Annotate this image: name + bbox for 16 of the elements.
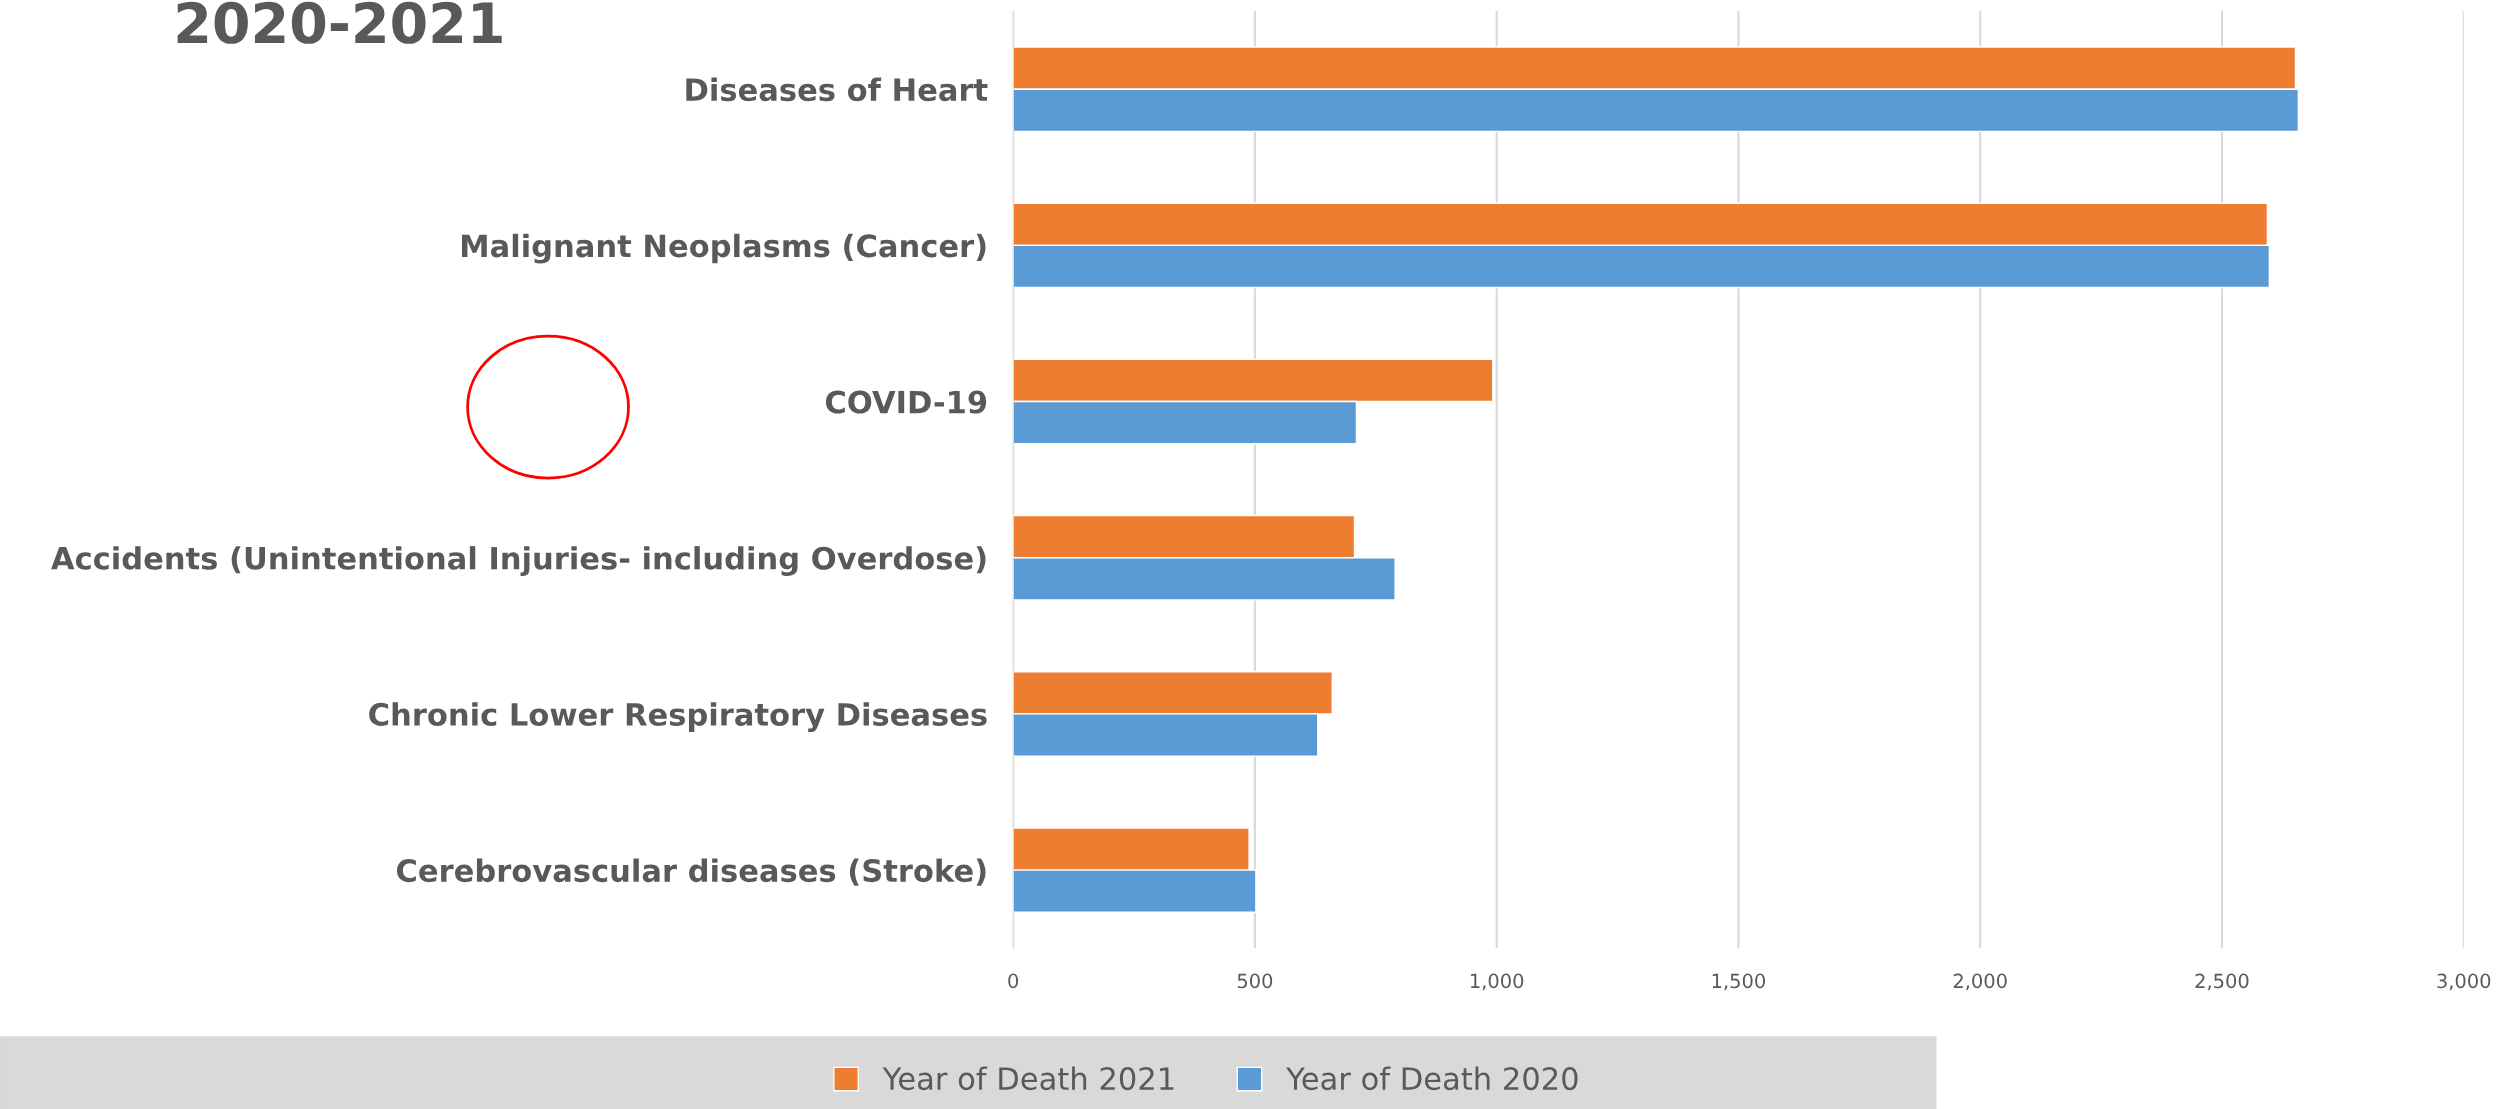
y-tick-label: Malignant Neoplasms (Cancer): [462, 233, 986, 264]
legend-label: Year of Death 2021: [882, 1066, 1174, 1091]
x-tick-label: 1,000: [1470, 973, 1524, 991]
y-tick-label: COVID-19: [825, 390, 987, 414]
y-tick-label: Accidents (Unintentional Injuries- including Overdose): [51, 546, 986, 576]
y-tick-label: Diseases of Heart: [686, 77, 988, 102]
x-tick-label: 2,000: [1953, 973, 2007, 991]
legend-label: Year of Death 2020: [1286, 1066, 1578, 1091]
x-tick-label: 0: [1008, 973, 1019, 989]
x-tick-label: 2,500: [2195, 973, 2249, 991]
x-tick-label: 1,500: [1712, 973, 1765, 991]
text: 2020-2021: [177, 1, 502, 44]
y-tick-label: Chronic Lower Respiratory Diseases: [369, 702, 987, 733]
x-tick-label: 3,000: [2437, 973, 2491, 991]
x-tick-label: 500: [1237, 973, 1273, 989]
y-tick-label: Cerebrovascular diseases (Stroke): [396, 858, 986, 886]
